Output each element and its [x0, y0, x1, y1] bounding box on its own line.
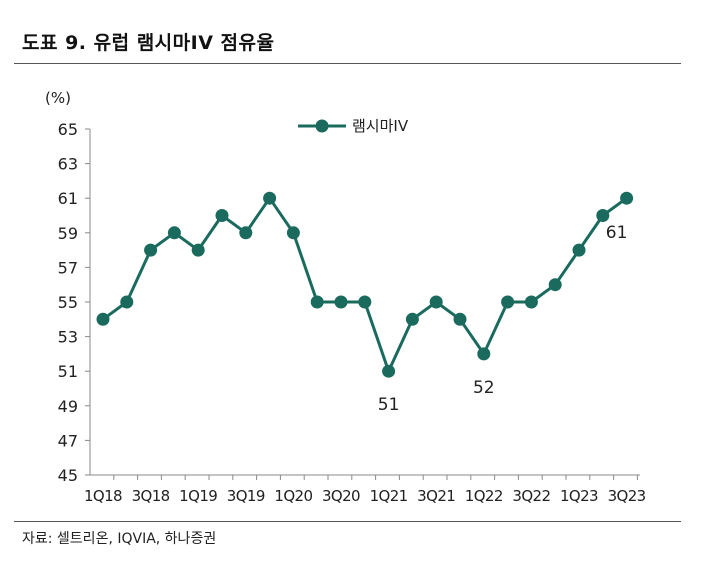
data-point [524, 295, 538, 309]
data-point [405, 312, 419, 326]
y-tick-label: 45 [58, 466, 78, 485]
data-point [453, 312, 467, 326]
y-tick-label: 65 [58, 120, 78, 139]
data-point [167, 226, 181, 240]
source-note: 자료: 셀트리온, IQVIA, 하나증권 [22, 531, 217, 547]
data-point [501, 295, 515, 309]
x-tick-label: 3Q23 [608, 487, 646, 505]
x-tick-label: 3Q18 [132, 487, 170, 505]
legend: 램시마IV [298, 117, 409, 135]
data-label: 52 [473, 378, 495, 398]
series-group [96, 191, 634, 378]
data-point [144, 243, 158, 257]
data-point [191, 243, 205, 257]
data-point [429, 295, 443, 309]
y-tick-label: 63 [58, 155, 78, 174]
x-ticks: 1Q18 3Q18 1Q19 3Q19 1Q20 3Q20 1Q21 3Q21 1Q22 3Q22… [84, 475, 646, 505]
data-point [215, 209, 229, 222]
y-tick-label: 51 [58, 362, 78, 381]
x-tick-label: 3Q19 [227, 487, 265, 505]
y-tick-label: 53 [58, 328, 78, 347]
x-tick-label: 1Q20 [274, 487, 312, 505]
data-point [334, 295, 348, 309]
data-point [263, 191, 277, 205]
data-point [96, 312, 110, 326]
y-tick-label: 55 [58, 293, 78, 312]
y-tick-label: 59 [58, 224, 78, 243]
data-point [620, 191, 634, 205]
y-axis-label: (%) [45, 89, 71, 107]
x-tick-label: 1Q19 [179, 487, 217, 505]
data-point [286, 226, 300, 240]
series-line [102, 196, 628, 373]
y-tick-label: 49 [58, 397, 78, 416]
x-tick-label: 1Q18 [84, 487, 122, 505]
data-point [239, 226, 253, 240]
y-tick-label: 47 [58, 431, 78, 450]
annotations: 51 52 61 [378, 223, 628, 415]
x-tick-label: 3Q20 [322, 487, 360, 505]
data-label: 51 [378, 395, 400, 415]
legend-marker [315, 119, 329, 133]
data-label: 61 [606, 223, 628, 243]
bottom-divider [14, 521, 681, 522]
x-tick-label: 1Q23 [560, 487, 598, 505]
x-tick-label: 1Q21 [370, 487, 408, 505]
chart-title: 도표 9. 유럽 램시마IV 점유율 [22, 32, 275, 54]
legend-label: 램시마IV [352, 117, 409, 135]
x-tick-label: 1Q22 [465, 487, 503, 505]
data-point [120, 295, 134, 309]
data-point [572, 243, 586, 257]
data-point [382, 364, 396, 378]
y-tick-label: 57 [58, 258, 78, 277]
data-point [548, 278, 562, 292]
x-tick-label: 3Q22 [512, 487, 550, 505]
y-tick-label: 61 [58, 189, 78, 208]
data-point [596, 209, 610, 222]
data-point [477, 347, 491, 361]
data-point [358, 295, 372, 309]
top-divider [14, 63, 681, 64]
y-ticks: 45 47 49 51 53 55 57 59 61 63 65 [58, 120, 90, 485]
data-point [310, 295, 324, 309]
x-tick-label: 3Q21 [417, 487, 455, 505]
